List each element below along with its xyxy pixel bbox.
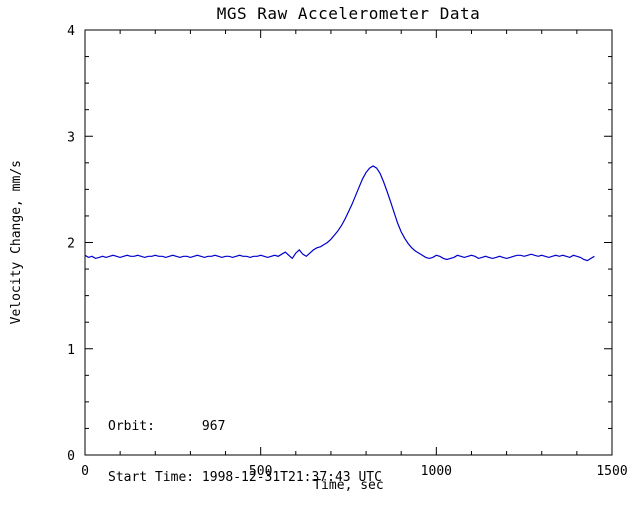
x-tick-label: 0 [81, 464, 89, 479]
x-tick-label: 500 [249, 464, 272, 479]
y-tick-label: 0 [67, 449, 75, 464]
y-tick-label: 2 [67, 237, 75, 252]
y-tick-label: 4 [67, 24, 75, 39]
chart-title: MGS Raw Accelerometer Data [216, 4, 481, 23]
x-axis-label: Time, sec [313, 478, 384, 493]
y-tick-label: 1 [67, 343, 75, 358]
start-time-annotation: Start Time: 1998-12-31T21:37:43 UTC [108, 470, 382, 485]
orbit-annotation: Orbit: 967 [108, 419, 226, 434]
y-tick-label: 3 [67, 130, 75, 145]
velocity-line [84, 165, 595, 262]
y-axis-label-wrap: Velocity Change, mm/s [6, 30, 26, 455]
y-axis-label: Velocity Change, mm/s [8, 160, 24, 325]
x-tick-label: 1000 [421, 464, 452, 479]
annotation-block: Orbit: 967 Start Time: 1998-12-31T21:37:… [108, 384, 382, 512]
x-tick-label: 1500 [596, 464, 627, 479]
